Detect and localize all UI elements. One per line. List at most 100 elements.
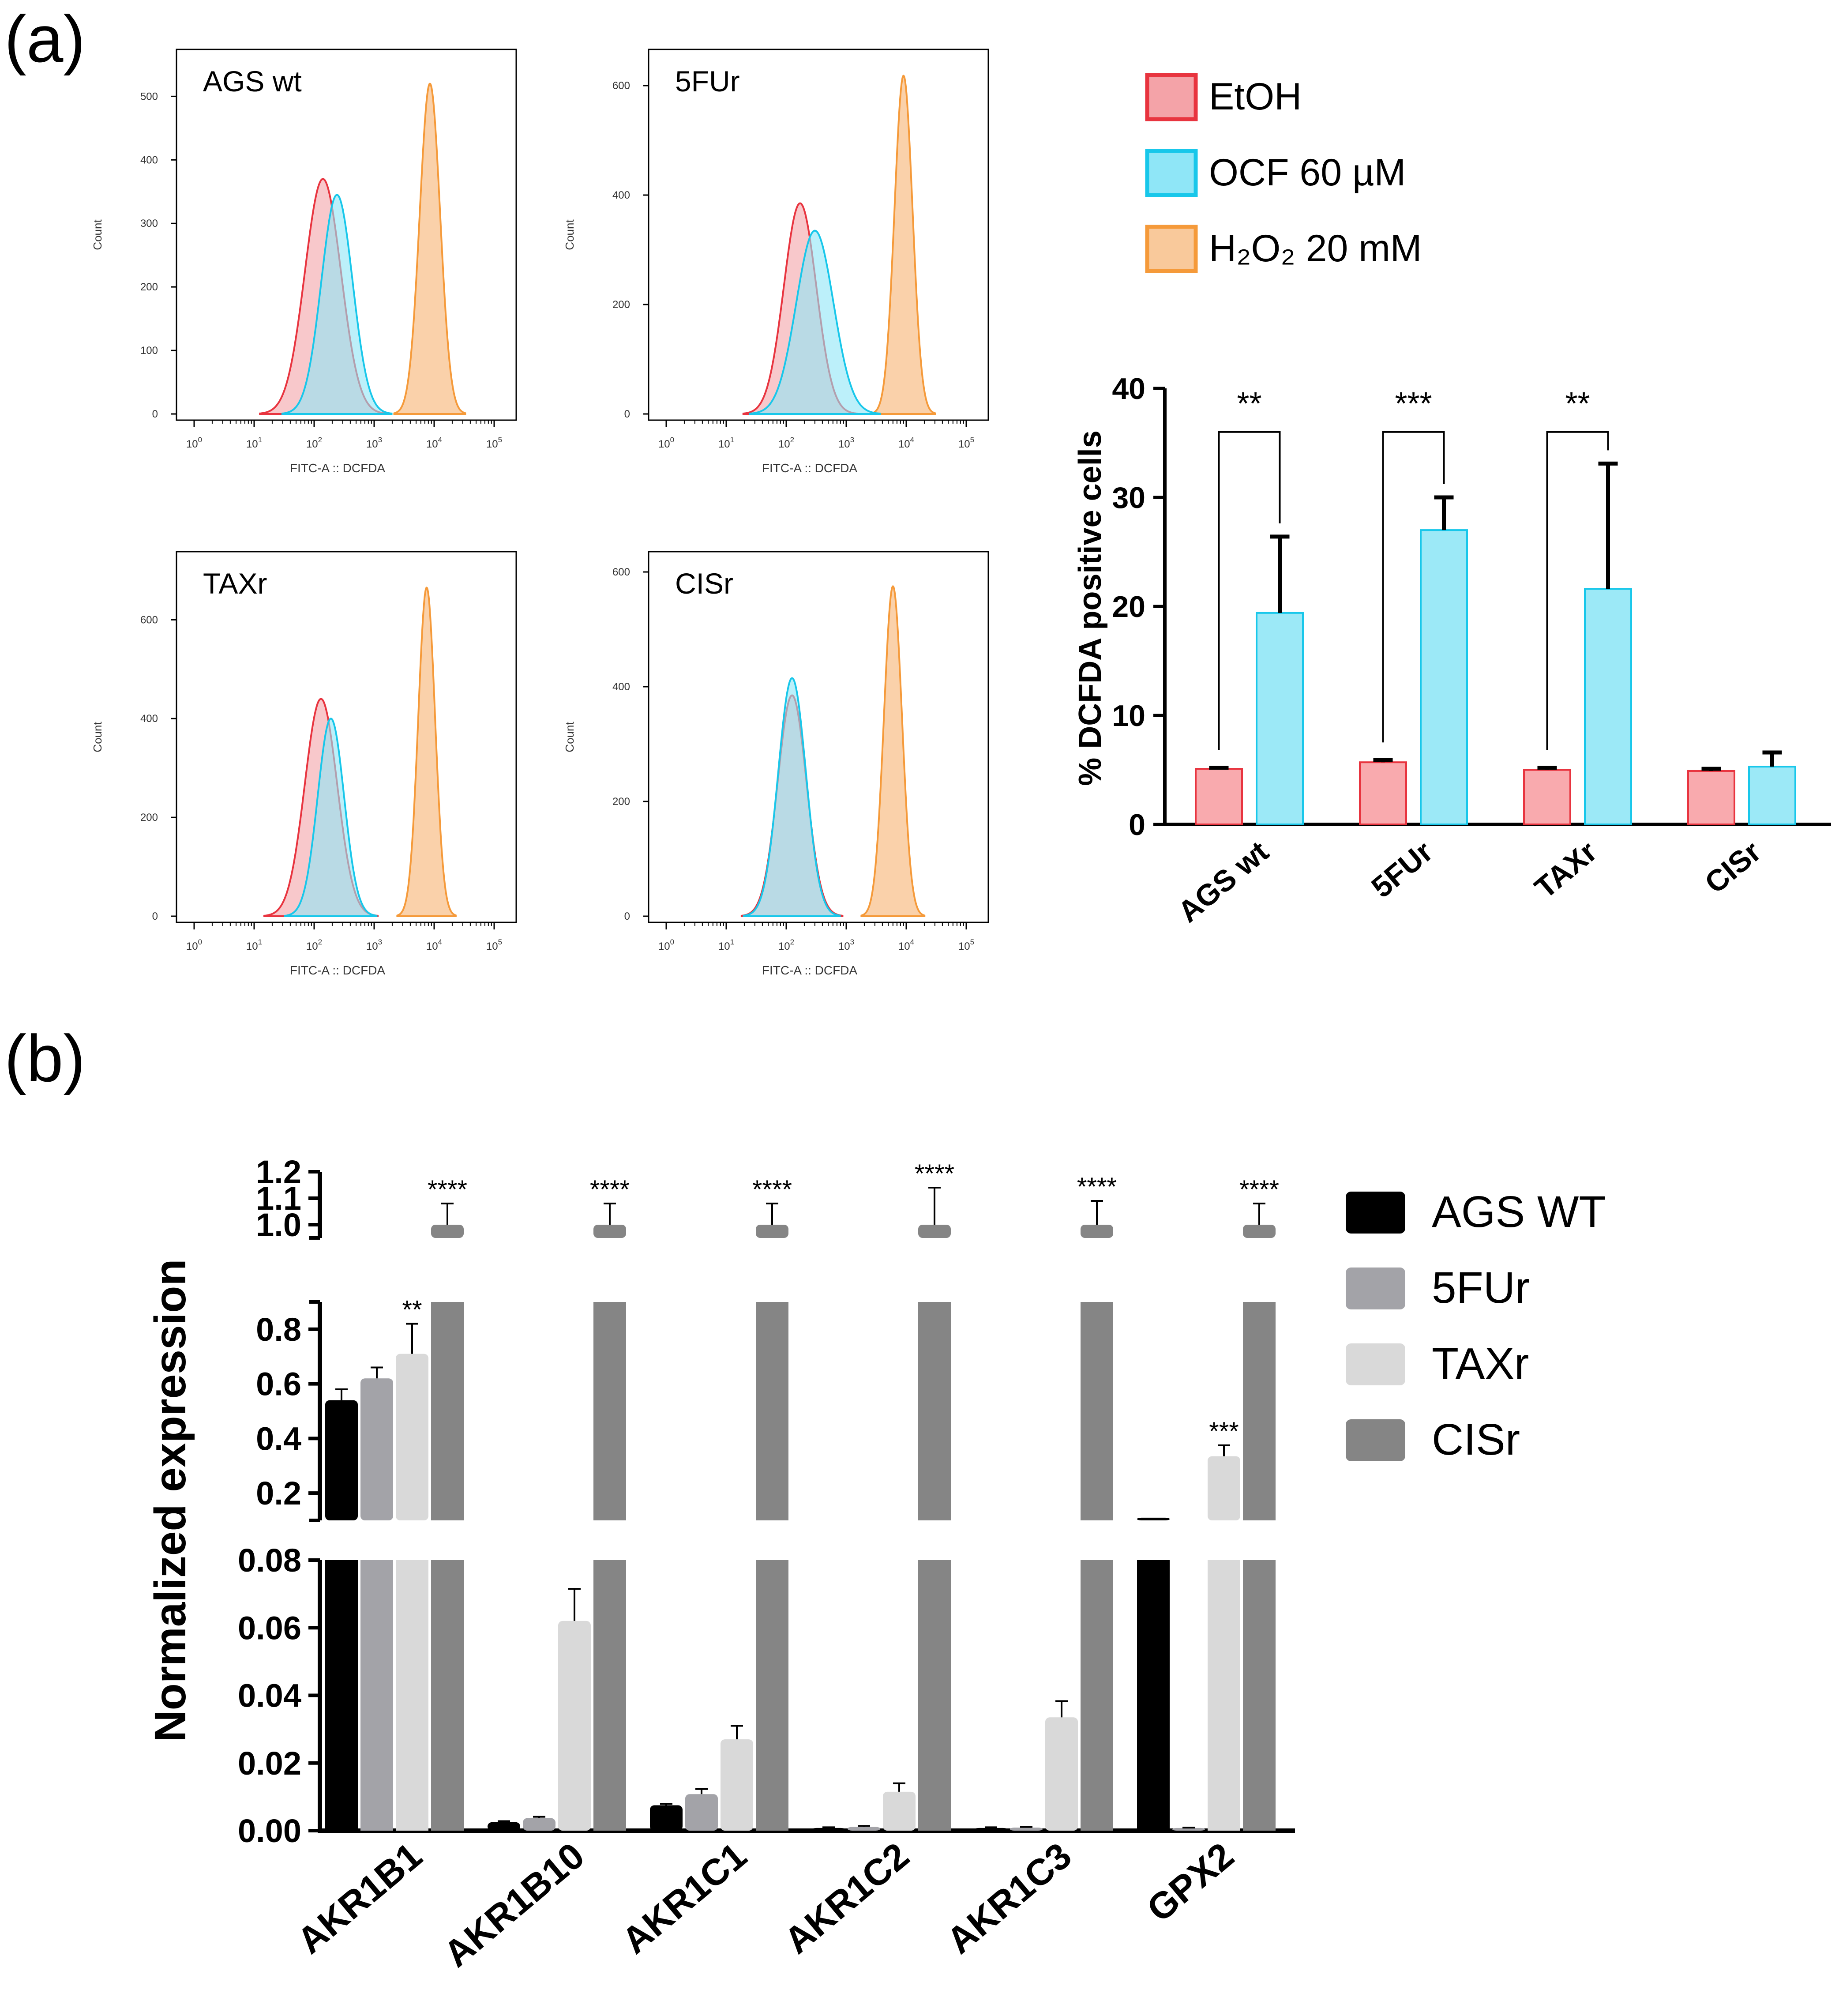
y-tick-label: 500 <box>140 90 158 102</box>
significance-label: **** <box>1239 1175 1279 1204</box>
y-tick-label: 1.2 <box>256 1154 301 1190</box>
bar-etoh <box>1195 768 1243 826</box>
legend-b-swatch <box>1346 1419 1405 1461</box>
y-tick-label: 0 <box>624 910 630 922</box>
significance-bracket <box>1218 431 1281 750</box>
bar-etoh <box>1687 770 1735 825</box>
y-tick-label: 0 <box>624 408 630 420</box>
y-tick-label: 10 <box>1112 699 1145 733</box>
significance-label: **** <box>1077 1173 1117 1201</box>
legend-a-label: H₂O₂ 20 mM <box>1209 227 1422 270</box>
x-tick-label: 105 <box>958 938 974 952</box>
bar-ags-wt <box>650 1805 683 1831</box>
y-tick-label: 400 <box>140 713 158 725</box>
panel-label-b: (b) <box>4 1021 85 1095</box>
histogram-ylabel: Count <box>91 722 104 752</box>
dcfda-ylabel: % DCFDA positive cells <box>1073 430 1108 786</box>
bar-taxr <box>1208 1456 1240 1520</box>
y-tick-label: 0 <box>152 408 158 420</box>
y-tick-label: 0.2 <box>256 1475 301 1512</box>
histogram-frame <box>648 49 989 421</box>
bar-taxr <box>396 1560 428 1831</box>
significance-label: **** <box>590 1175 630 1204</box>
y-tick-label: 600 <box>612 566 630 578</box>
legend-b-label: AGS WT <box>1432 1187 1606 1237</box>
x-tick-label: 101 <box>246 938 262 952</box>
histogram-curve-ocf <box>281 194 393 415</box>
y-tick-label: 0.00 <box>238 1813 301 1849</box>
bar-ags-wt <box>325 1560 358 1831</box>
bar-taxr <box>558 1621 591 1831</box>
x-tick-label: 100 <box>658 436 674 450</box>
bar-5fur <box>360 1560 393 1831</box>
x-tick-label: 105 <box>486 436 502 450</box>
histogram-curve-ocf <box>743 677 841 917</box>
legend-b-swatch <box>1346 1343 1405 1385</box>
bar-cisr <box>918 1302 951 1520</box>
histogram-ylabel: Count <box>563 219 576 250</box>
y-tick-label: 600 <box>140 614 158 626</box>
histogram-curve-h2o2 <box>860 585 926 917</box>
legend-b-label: TAXr <box>1432 1339 1529 1388</box>
expression-ylabel: Normalized expression <box>146 1259 195 1742</box>
y-tick-label: 1.1 <box>256 1180 301 1217</box>
histogram-xlabel: FITC-A :: DCFDA <box>290 461 386 475</box>
bar-cisr <box>756 1560 788 1831</box>
bar-5fur <box>685 1794 718 1831</box>
bar-cisr <box>431 1560 464 1831</box>
histogram-panel-1: 0 100 200 300 400 500 100 101 102 103 104 105 AGS wt… <box>91 49 517 475</box>
x-tick-label: 104 <box>426 436 442 450</box>
bar-5fur <box>360 1378 393 1520</box>
x-tick-label: 104 <box>426 938 442 952</box>
y-tick-label: 200 <box>612 299 630 311</box>
bar-ags-wt <box>1137 1517 1170 1520</box>
histogram-curve-h2o2 <box>396 587 457 917</box>
y-tick-label: 300 <box>140 218 158 229</box>
histogram-ylabel: Count <box>91 219 104 250</box>
histogram-title: AGS wt <box>203 65 302 98</box>
bar-cisr <box>1243 1560 1276 1831</box>
legend-a-label: OCF 60 µM <box>1209 151 1406 194</box>
bar-taxr <box>883 1791 916 1831</box>
bar-ocf <box>1584 588 1632 825</box>
bar-taxr <box>721 1739 753 1831</box>
bar-ags-wt <box>812 1828 845 1831</box>
histogram-frame <box>648 551 989 923</box>
legend-a-swatch <box>1145 73 1198 121</box>
bar-5fur <box>1010 1828 1043 1831</box>
histogram-title: 5FUr <box>675 65 740 98</box>
bar-cisr <box>1243 1225 1276 1238</box>
y-tick-label: 200 <box>140 812 158 824</box>
significance-label: ** <box>1237 386 1261 421</box>
y-tick-label: 40 <box>1112 372 1145 406</box>
bar-ocf <box>1420 529 1468 825</box>
legend-a: EtOH OCF 60 µM H₂O₂ 20 mM <box>1145 73 1422 273</box>
y-tick-label: 400 <box>140 154 158 166</box>
y-tick-label: 0 <box>152 910 158 922</box>
x-tick-label: 102 <box>778 938 794 952</box>
bar-5fur <box>1172 1828 1205 1831</box>
y-tick-label: 0.06 <box>238 1610 301 1646</box>
y-tick-label: 0.4 <box>256 1420 301 1457</box>
x-tick-label: 101 <box>718 436 734 450</box>
y-tick-label: 0.08 <box>238 1542 301 1579</box>
legend-b-label: 5FUr <box>1432 1263 1530 1313</box>
bar-ags-wt <box>488 1822 520 1831</box>
bar-etoh <box>1359 761 1407 825</box>
x-tick-label: 104 <box>898 938 914 952</box>
x-tick-label: 101 <box>718 938 734 952</box>
x-tick-label: 102 <box>306 436 322 450</box>
bar-etoh <box>1523 769 1571 825</box>
histogram-panel-4: 0 200 400 600 100 101 102 103 104 105 CISr FITC-A :… <box>563 551 989 977</box>
y-tick-label: 0 <box>1129 808 1145 842</box>
significance-label: **** <box>915 1159 954 1188</box>
bar-cisr <box>1081 1560 1113 1831</box>
x-tick-label: 100 <box>658 938 674 952</box>
histogram-panel-3: 0 200 400 600 100 101 102 103 104 105 TAXr FITC-A :… <box>91 551 517 977</box>
y-tick-label: 200 <box>612 796 630 808</box>
bar-cisr <box>593 1302 626 1520</box>
histogram-curve-ocf <box>284 718 378 917</box>
x-tick-label: 105 <box>486 938 502 952</box>
histogram-ylabel: Count <box>563 722 576 752</box>
y-tick-label: 0.04 <box>238 1677 301 1714</box>
